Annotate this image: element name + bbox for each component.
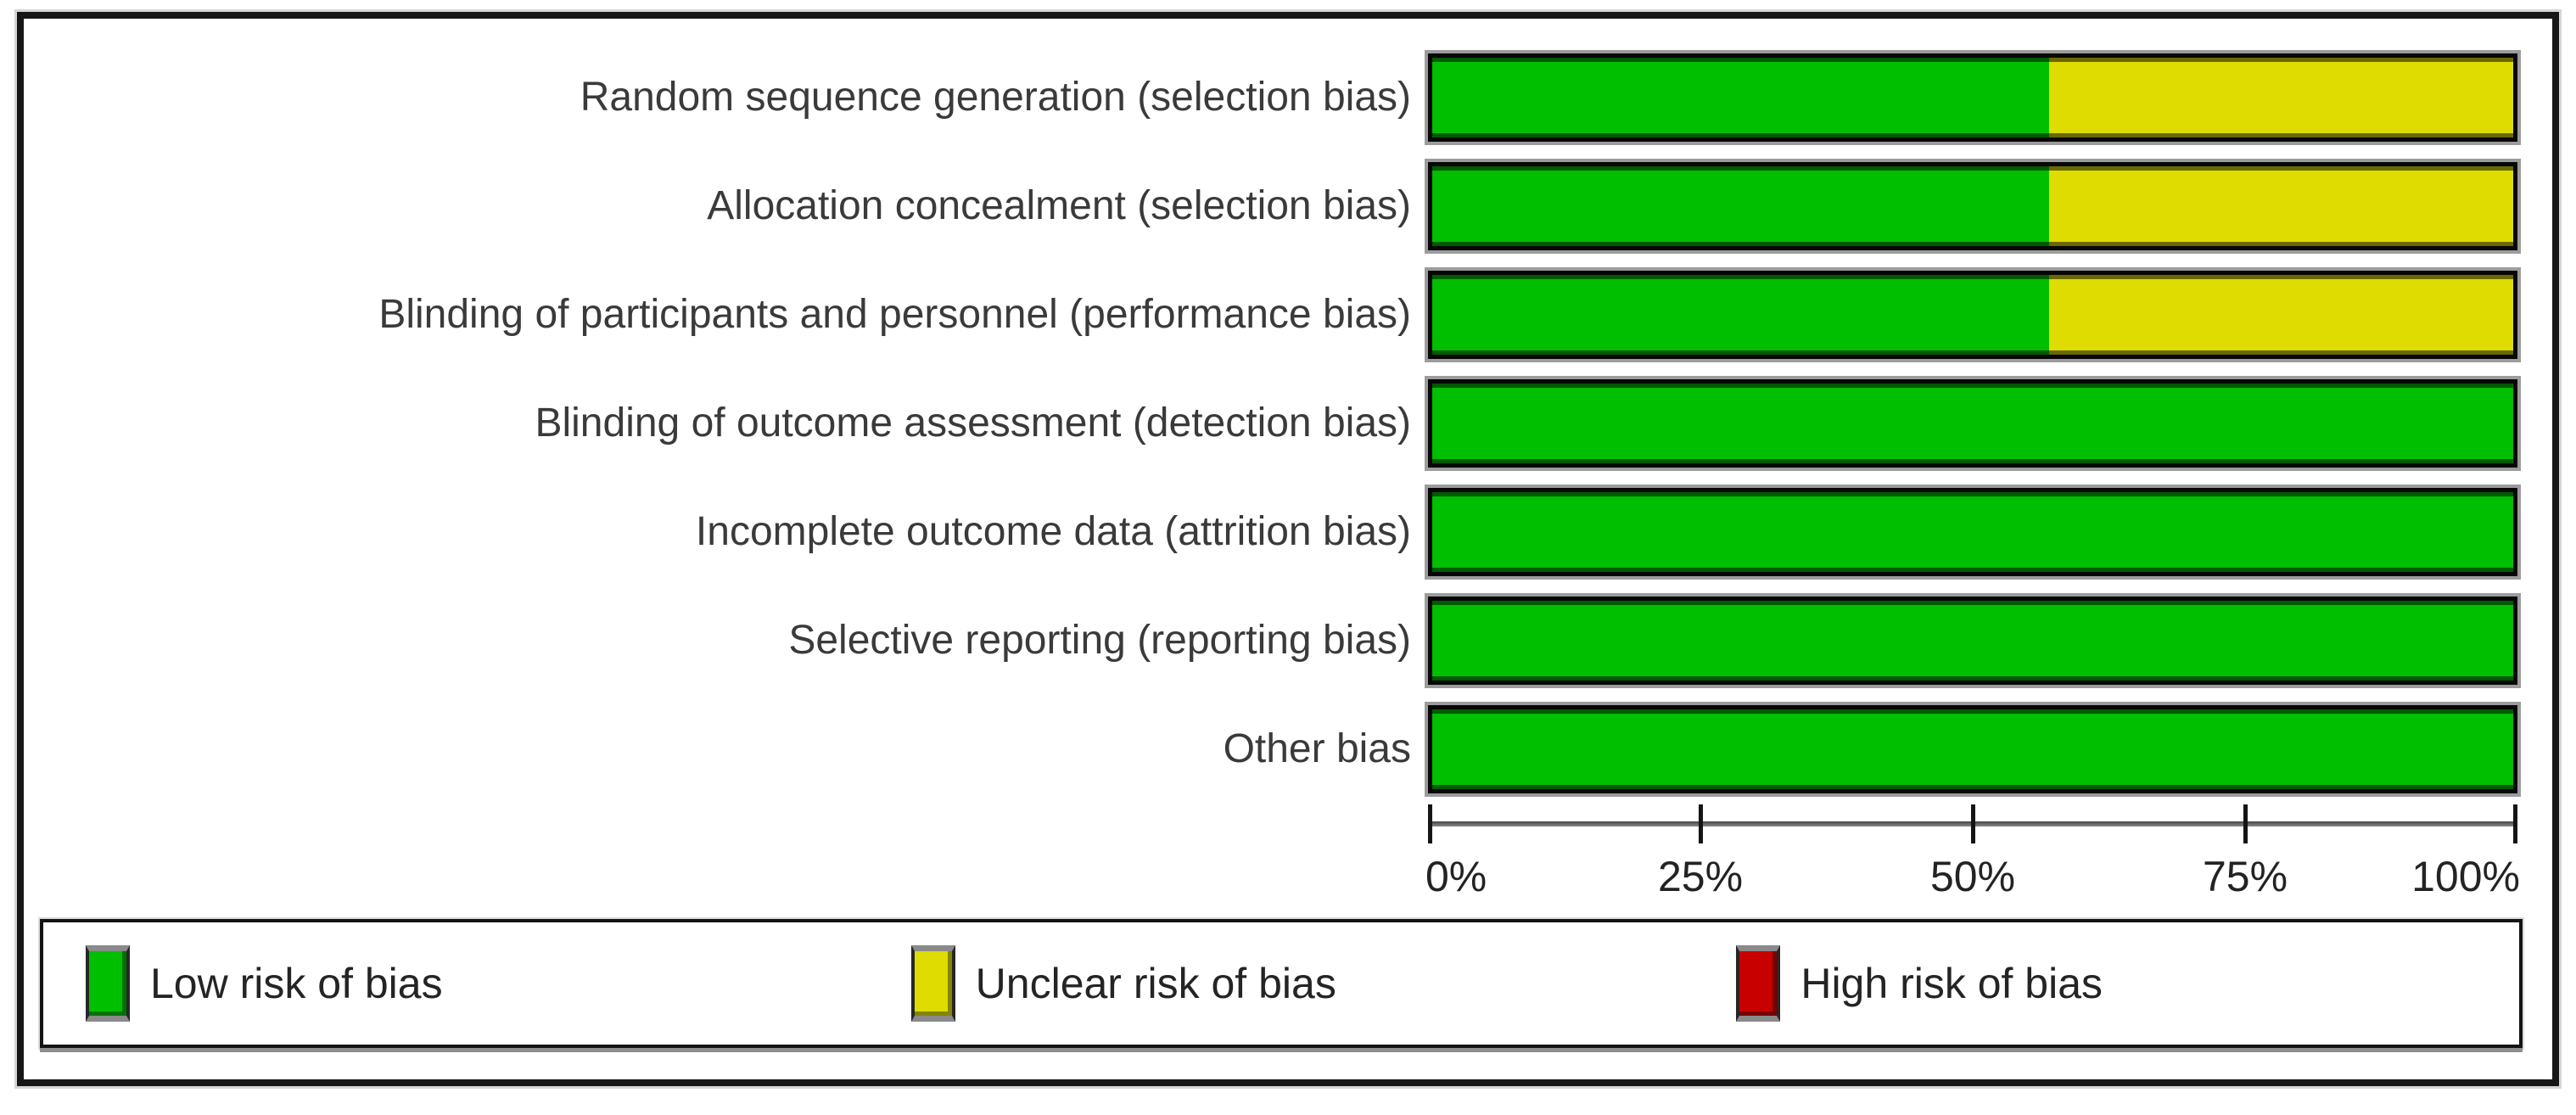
legend-swatch-high-risk — [1736, 945, 1781, 1022]
category-label: Random sequence generation (selection bi… — [580, 74, 1411, 120]
axis-tick — [2513, 804, 2517, 843]
axis-tick — [2243, 804, 2248, 843]
legend: Low risk of bias Unclear risk of bias High… — [40, 919, 2523, 1048]
category-row: Random sequence generation (selection bi… — [24, 53, 2552, 142]
bar-segment-unclear — [2049, 275, 2513, 355]
bar-rows: Random sequence generation (selection bi… — [24, 53, 2552, 814]
category-row: Blinding of outcome assessment (detectio… — [24, 379, 2552, 468]
bar-segment-unclear — [2049, 166, 2513, 246]
legend-swatch-unclear-risk — [910, 945, 955, 1022]
legend-label: Low risk of bias — [150, 960, 443, 1007]
bar-segment-low — [1432, 58, 2050, 137]
legend-label: High risk of bias — [1800, 960, 2103, 1007]
x-axis: 0% 25% 50% 75% 100% — [1425, 804, 2520, 923]
axis-tick-label: 0% — [1425, 853, 1487, 900]
bar-track — [1428, 162, 2517, 250]
bar-segment-low — [1432, 492, 2513, 572]
axis-tick — [1970, 804, 1975, 843]
axis-tick-label: 50% — [1929, 853, 2016, 900]
axis-tick — [1428, 804, 1432, 843]
bar-track — [1428, 271, 2517, 359]
chart-frame: Random sequence generation (selection bi… — [17, 12, 2559, 1086]
axis-tick — [1698, 804, 1703, 843]
legend-swatch-low-risk — [86, 945, 130, 1022]
category-label: Incomplete outcome data (attrition bias) — [695, 508, 1411, 554]
category-label: Other bias — [1223, 726, 1411, 771]
category-row: Other bias — [24, 705, 2552, 793]
legend-item: Low risk of bias — [43, 945, 869, 1022]
legend-label: Unclear risk of bias — [975, 960, 1336, 1007]
bar-track — [1428, 53, 2517, 142]
bar-track — [1428, 705, 2517, 793]
legend-item: Unclear risk of bias — [869, 945, 1694, 1022]
category-label: Selective reporting (reporting bias) — [788, 617, 1411, 663]
bar-track — [1428, 488, 2517, 576]
category-row: Selective reporting (reporting bias) — [24, 597, 2552, 685]
bar-segment-low — [1432, 166, 2050, 246]
axis-tick-label: 75% — [2202, 853, 2288, 900]
category-row: Allocation concealment (selection bias) — [24, 162, 2552, 250]
category-label: Allocation concealment (selection bias) — [707, 182, 1411, 228]
category-label: Blinding of participants and personnel (… — [378, 291, 1411, 337]
category-label: Blinding of outcome assessment (detectio… — [535, 400, 1411, 445]
bar-segment-unclear — [2049, 58, 2513, 137]
axis-tick-label: 100% — [2411, 853, 2520, 900]
bar-segment-low — [1432, 384, 2513, 463]
bar-segment-low — [1432, 709, 2513, 789]
bar-segment-low — [1432, 275, 2050, 355]
bar-track — [1428, 597, 2517, 685]
bar-segment-low — [1432, 601, 2513, 681]
category-row: Blinding of participants and personnel (… — [24, 271, 2552, 359]
category-row: Incomplete outcome data (attrition bias) — [24, 488, 2552, 576]
bar-track — [1428, 379, 2517, 468]
axis-tick-label: 25% — [1657, 853, 1744, 900]
legend-item: High risk of bias — [1694, 945, 2519, 1022]
